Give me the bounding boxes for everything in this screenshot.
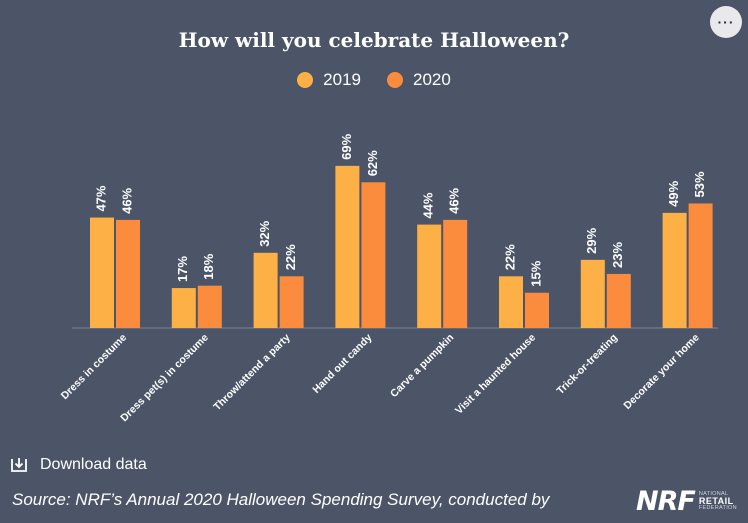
legend-label-2019: 2019 (323, 70, 361, 89)
nrf-logo-line3: FEDERATION (698, 505, 737, 511)
nrf-logo-line1: NATIONAL (698, 490, 729, 497)
bar-throw-attend-a-party-2020[interactable] (279, 276, 304, 328)
data-label-visit-a-haunted-house-2019: 22% (502, 244, 517, 270)
source-note: Source: NRF’s Annual 2020 Halloween Spen… (12, 490, 550, 509)
bar-chart: 47% 46% Dress in costume 17% 18% Dress pet(s)… (59, 133, 718, 425)
legend-item-2020[interactable]: 2020 (387, 70, 451, 90)
bar-dress-pet-s-in-costume-2020[interactable] (197, 285, 222, 328)
data-label-decorate-your-home-2019: 49% (666, 180, 681, 206)
more-icon: ··· (717, 14, 735, 30)
data-label-carve-a-pumpkin-2020: 46% (447, 187, 462, 213)
bar-trick-or-treating-2019[interactable] (580, 259, 605, 328)
legend-item-2019[interactable]: 2019 (297, 70, 361, 90)
category-label-visit-a-haunted-house: Visit a haunted house (453, 332, 538, 417)
nrf-logo-words: NATIONAL RETAIL FEDERATION (698, 490, 737, 512)
data-label-carve-a-pumpkin-2019: 44% (421, 192, 436, 218)
chart-legend: 2019 2020 (0, 70, 748, 90)
legend-swatch-2019 (297, 72, 314, 88)
category-label-dress-pet-s-in-costume: Dress pet(s) in costume (118, 332, 211, 425)
bar-hand-out-candy-2019[interactable] (335, 165, 360, 328)
category-label-hand-out-candy: Hand out candy (310, 332, 374, 396)
category-label-throw-attend-a-party: Throw/attend a party (211, 332, 293, 414)
category-label-trick-or-treating: Trick-or-treating (555, 332, 620, 397)
category-label-dress-in-costume: Dress in costume (59, 332, 129, 402)
data-label-trick-or-treating-2020: 23% (610, 241, 625, 267)
data-label-hand-out-candy-2020: 62% (365, 150, 380, 176)
nrf-logo-mark: NRF (636, 486, 696, 517)
download-data-label: Download data (40, 456, 147, 473)
bar-decorate-your-home-2019[interactable] (662, 212, 687, 328)
bar-visit-a-haunted-house-2019[interactable] (499, 276, 523, 328)
data-label-trick-or-treating-2019: 29% (584, 227, 599, 253)
data-label-dress-in-costume-2020: 46% (119, 187, 134, 213)
bar-dress-in-costume-2019[interactable] (90, 217, 114, 328)
bar-dress-pet-s-in-costume-2019[interactable] (171, 288, 196, 328)
category-label-decorate-your-home: Decorate your home (621, 332, 701, 412)
data-label-decorate-your-home-2020: 53% (692, 171, 707, 197)
bar-carve-a-pumpkin-2019[interactable] (417, 224, 442, 328)
data-label-dress-pet-s-in-costume-2019: 17% (175, 256, 190, 282)
download-icon (11, 458, 27, 472)
nrf-logo: NRF NATIONAL RETAIL FEDERATION (636, 488, 737, 515)
bar-hand-out-candy-2020[interactable] (361, 182, 386, 328)
data-label-dress-in-costume-2019: 47% (93, 185, 108, 211)
data-label-visit-a-haunted-house-2020: 15% (528, 260, 543, 286)
data-label-dress-pet-s-in-costume-2020: 18% (201, 253, 216, 279)
bar-decorate-your-home-2020[interactable] (688, 203, 713, 328)
bar-dress-in-costume-2020[interactable] (116, 219, 140, 328)
nrf-logo-line2: RETAIL (698, 496, 734, 506)
bar-visit-a-haunted-house-2020[interactable] (525, 292, 549, 328)
data-label-throw-attend-a-party-2020: 22% (283, 244, 298, 270)
more-options-button[interactable]: ··· (710, 6, 742, 38)
download-data-button[interactable]: Download data (10, 456, 147, 474)
data-label-hand-out-candy-2019: 69% (339, 133, 354, 159)
chart-title: How will you celebrate Halloween? (178, 28, 570, 52)
legend-label-2020: 2020 (413, 70, 451, 89)
category-label-carve-a-pumpkin: Carve a pumpkin (388, 332, 456, 400)
bar-carve-a-pumpkin-2020[interactable] (443, 219, 468, 328)
bar-trick-or-treating-2020[interactable] (606, 273, 631, 328)
legend-swatch-2020 (387, 72, 403, 88)
data-label-throw-attend-a-party-2019: 32% (257, 220, 272, 246)
bar-throw-attend-a-party-2019[interactable] (253, 252, 278, 328)
